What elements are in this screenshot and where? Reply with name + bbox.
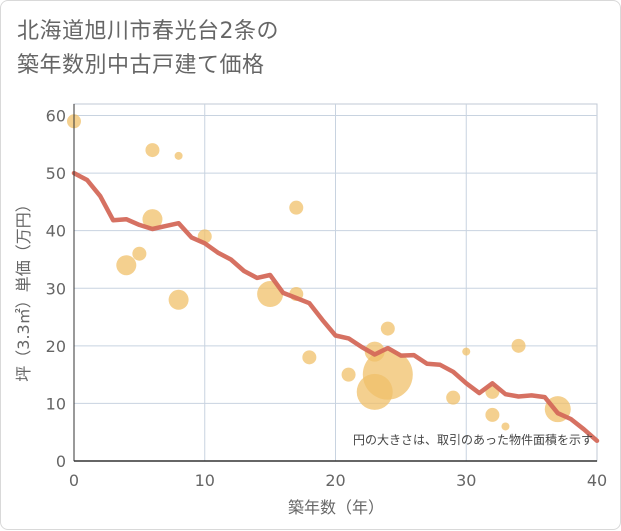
grid-lines bbox=[73, 103, 598, 462]
y-axis-label: 坪（3.3㎡）単価（万円） bbox=[14, 196, 33, 381]
y-tick-label: 20 bbox=[46, 337, 66, 356]
chart-title: 北海道旭川市春光台2条の 築年数別中古戸建て価格 bbox=[17, 19, 279, 78]
axes: 0 10 20 30 40 0 10 20 30 40 50 60 bbox=[46, 104, 607, 490]
data-bubble bbox=[168, 289, 189, 310]
price-line bbox=[71, 170, 600, 444]
data-bubble bbox=[142, 209, 163, 230]
data-bubble bbox=[116, 255, 137, 276]
x-tick-label: 40 bbox=[587, 471, 607, 490]
y-tick-label: 50 bbox=[46, 164, 66, 183]
data-bubble bbox=[380, 321, 395, 336]
x-axis-label: 築年数（年） bbox=[288, 498, 384, 517]
data-bubble bbox=[462, 347, 471, 356]
x-tick-label: 30 bbox=[456, 471, 476, 490]
data-bubble bbox=[174, 151, 183, 160]
y-tick-label: 0 bbox=[56, 452, 66, 471]
bubble-size-note: 円の大きさは、取引のあった物件面積を示す bbox=[353, 432, 593, 447]
x-tick-label: 20 bbox=[325, 471, 345, 490]
price-line-layer bbox=[71, 170, 600, 444]
data-bubble bbox=[341, 367, 356, 382]
data-bubble bbox=[356, 373, 393, 410]
y-tick-label: 10 bbox=[46, 394, 66, 413]
data-bubble bbox=[511, 338, 526, 353]
y-tick-label: 30 bbox=[46, 279, 66, 298]
data-bubble bbox=[302, 350, 317, 365]
y-tick-label: 40 bbox=[46, 222, 66, 241]
y-tick-label: 60 bbox=[46, 107, 66, 126]
x-tick-label: 10 bbox=[195, 471, 215, 490]
data-bubble bbox=[132, 246, 147, 261]
data-bubble bbox=[289, 200, 304, 215]
data-bubble bbox=[446, 390, 461, 405]
data-bubble bbox=[485, 407, 500, 422]
data-bubble bbox=[501, 422, 510, 431]
data-bubble bbox=[145, 143, 160, 158]
x-tick-label: 0 bbox=[69, 471, 79, 490]
